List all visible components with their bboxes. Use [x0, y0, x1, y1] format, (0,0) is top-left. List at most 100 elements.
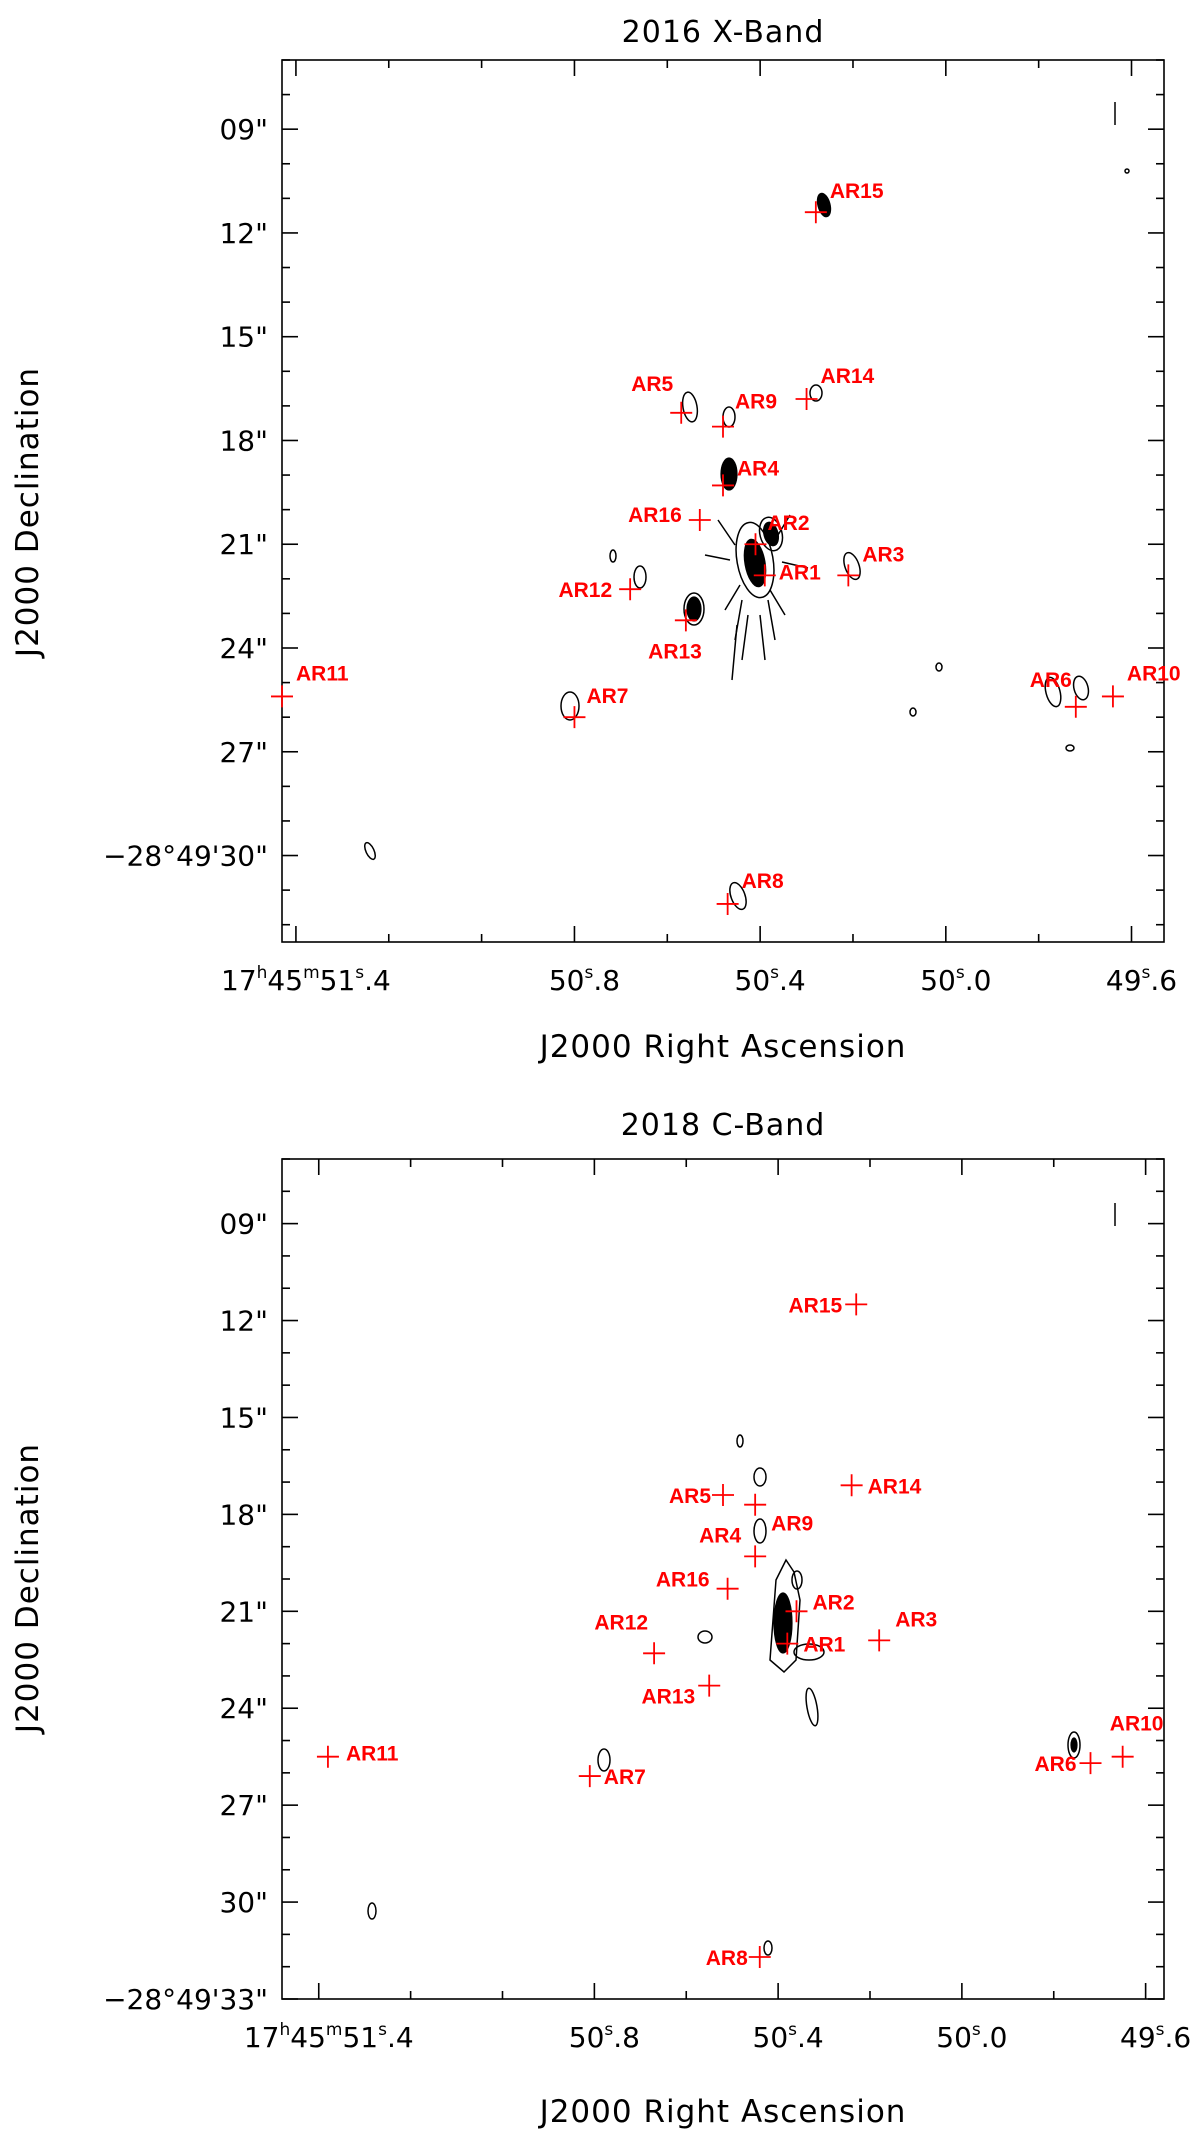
- contour-ar6: [1067, 1731, 1081, 1759]
- radio-contours: [367, 1203, 1116, 1956]
- x-tick-label: 49s.6: [1106, 963, 1177, 997]
- source-label-ar8: AR8: [706, 1947, 748, 1970]
- x-tick-label: 50s.0: [936, 2020, 1007, 2054]
- x-tick-label: 50s.4: [753, 2020, 824, 2054]
- source-marker-ar8: [748, 1946, 771, 1968]
- y-tick-label: 15": [219, 321, 268, 354]
- contour-ar9: [753, 1467, 767, 1487]
- y-tick-label: 09": [219, 113, 268, 146]
- source-marker-ar10: [1101, 685, 1124, 708]
- contour-ar6: [1044, 676, 1062, 708]
- source-marker-ar16: [716, 1577, 739, 1600]
- y-ticks: 09" 12" 15" 18" 21" 24" 27" 30" −28°49'33": [103, 1158, 1164, 2016]
- source-marker-ar2: [785, 1600, 808, 1623]
- source-label-ar8: AR8: [742, 870, 784, 893]
- y-tick-label: 24": [219, 632, 268, 665]
- x-tick-label: 50s.8: [549, 963, 620, 997]
- contour-ar15: [816, 192, 832, 218]
- source-markers: AR1 AR2 AR3 AR4 AR5 AR6 AR7 AR8 AR9 AR10 AR11 AR12 A…: [271, 180, 1181, 915]
- x-tick-label: 49s.6: [1120, 2020, 1191, 2054]
- source-marker-ar14: [795, 387, 818, 410]
- x-tick-label: 50s.8: [569, 2020, 640, 2054]
- contour-ar13-outer: [683, 592, 705, 626]
- source-marker-ar14: [840, 1474, 863, 1497]
- y-tick-label: 15": [219, 1401, 268, 1434]
- contour-noise-6: [1124, 168, 1130, 174]
- contour-ar2-outer: [758, 516, 784, 552]
- source-label-ar1: AR1: [779, 561, 821, 584]
- source-label-ar11: AR11: [296, 662, 349, 685]
- source-marker-ar11: [316, 1745, 339, 1768]
- y-tick-label: 18": [219, 1498, 268, 1531]
- contour-ar7: [560, 691, 580, 721]
- source-label-ar12: AR12: [558, 579, 612, 602]
- contour-ar6-core: [1070, 1737, 1078, 1753]
- plot-frame: [281, 1158, 1165, 2000]
- source-marker-ar6: [1079, 1752, 1102, 1775]
- source-marker-ar13: [698, 1674, 721, 1697]
- contour-extended: [805, 1687, 819, 1727]
- source-marker-ar7: [563, 706, 586, 729]
- source-marker-ar8: [716, 892, 739, 915]
- source-label-ar13: AR13: [642, 1686, 696, 1709]
- source-marker-ar15: [804, 201, 827, 224]
- source-marker-ar11: [271, 685, 293, 708]
- source-label-ar16: AR16: [628, 504, 682, 527]
- x-tick-label: 17h45m51s.4: [221, 963, 391, 997]
- y-axis-label: J2000 Declination: [10, 1443, 46, 1735]
- contour-ar4: [720, 457, 738, 491]
- source-marker-ar5: [712, 1484, 734, 1506]
- source-marker-ar10: [1111, 1745, 1134, 1768]
- panel-title: 2016 X-Band: [622, 15, 825, 50]
- y-tick-label: 24": [219, 1692, 268, 1725]
- source-marker-ar15: [845, 1293, 868, 1316]
- contour-ar5: [681, 391, 699, 423]
- contour-ar1-outer: [769, 1558, 801, 1674]
- radio-contours: [363, 102, 1130, 911]
- source-label-ar6: AR6: [1034, 1753, 1076, 1776]
- y-tick-label: 27": [219, 736, 268, 769]
- y-tick-label: 12": [219, 1305, 268, 1338]
- source-marker-ar5: [670, 401, 693, 424]
- contour-noise-4: [909, 707, 917, 717]
- source-label-ar7: AR7: [604, 1766, 646, 1789]
- source-label-ar2: AR2: [813, 1591, 855, 1614]
- y-tick-label: 21": [219, 1595, 268, 1628]
- source-marker-ar2: [744, 533, 767, 556]
- source-marker-ar7: [578, 1765, 601, 1788]
- y-tick-label: −28°49'33": [103, 1983, 268, 2016]
- source-label-ar3: AR3: [895, 1608, 937, 1631]
- contour-ar3: [843, 551, 861, 581]
- x-axis-label: J2000 Right Ascension: [538, 2094, 907, 2130]
- source-label-ar16: AR16: [656, 1569, 710, 1592]
- contour-ar4: [753, 1518, 767, 1544]
- y-tick-label: −28°49'30": [103, 840, 268, 873]
- contour-ar14: [809, 384, 823, 402]
- source-label-ar15: AR15: [789, 1294, 843, 1317]
- y-tick-label: 12": [219, 217, 268, 250]
- source-label-ar4: AR4: [737, 457, 779, 480]
- y-tick-label: 27": [219, 1789, 268, 1822]
- panel-title: 2018 C-Band: [621, 1108, 826, 1143]
- source-label-ar7: AR7: [586, 685, 628, 708]
- source-marker-ar13: [674, 609, 697, 632]
- contour-ar7: [597, 1748, 611, 1772]
- source-label-ar9: AR9: [771, 1513, 813, 1536]
- x-ticks: 17h45m51s.4 50s.8 50s.4 50s.0 49s.6: [244, 1159, 1191, 2054]
- source-label-ar12: AR12: [594, 1611, 648, 1634]
- y-tick-label: 21": [219, 528, 268, 561]
- source-marker-ar4: [744, 1545, 767, 1568]
- source-marker-ar16: [688, 509, 711, 532]
- contour-ar1-sidelobes: [704, 514, 809, 641]
- source-label-ar5: AR5: [631, 373, 673, 396]
- contour-ar8: [763, 1940, 773, 1956]
- source-marker-ar12: [643, 1642, 666, 1665]
- source-label-ar4: AR4: [699, 1524, 741, 1547]
- source-label-ar10: AR10: [1110, 1713, 1164, 1736]
- contour-north: [736, 1434, 744, 1448]
- source-label-ar11: AR11: [346, 1743, 399, 1766]
- contour-noise-1: [697, 1630, 713, 1644]
- source-markers: AR1 AR2 AR3 AR4 AR5 AR6 AR7 AR8 AR9 AR10 AR11 AR12 A…: [316, 1293, 1164, 1970]
- source-marker-ar9: [744, 1493, 767, 1516]
- contour-ar12: [633, 565, 647, 589]
